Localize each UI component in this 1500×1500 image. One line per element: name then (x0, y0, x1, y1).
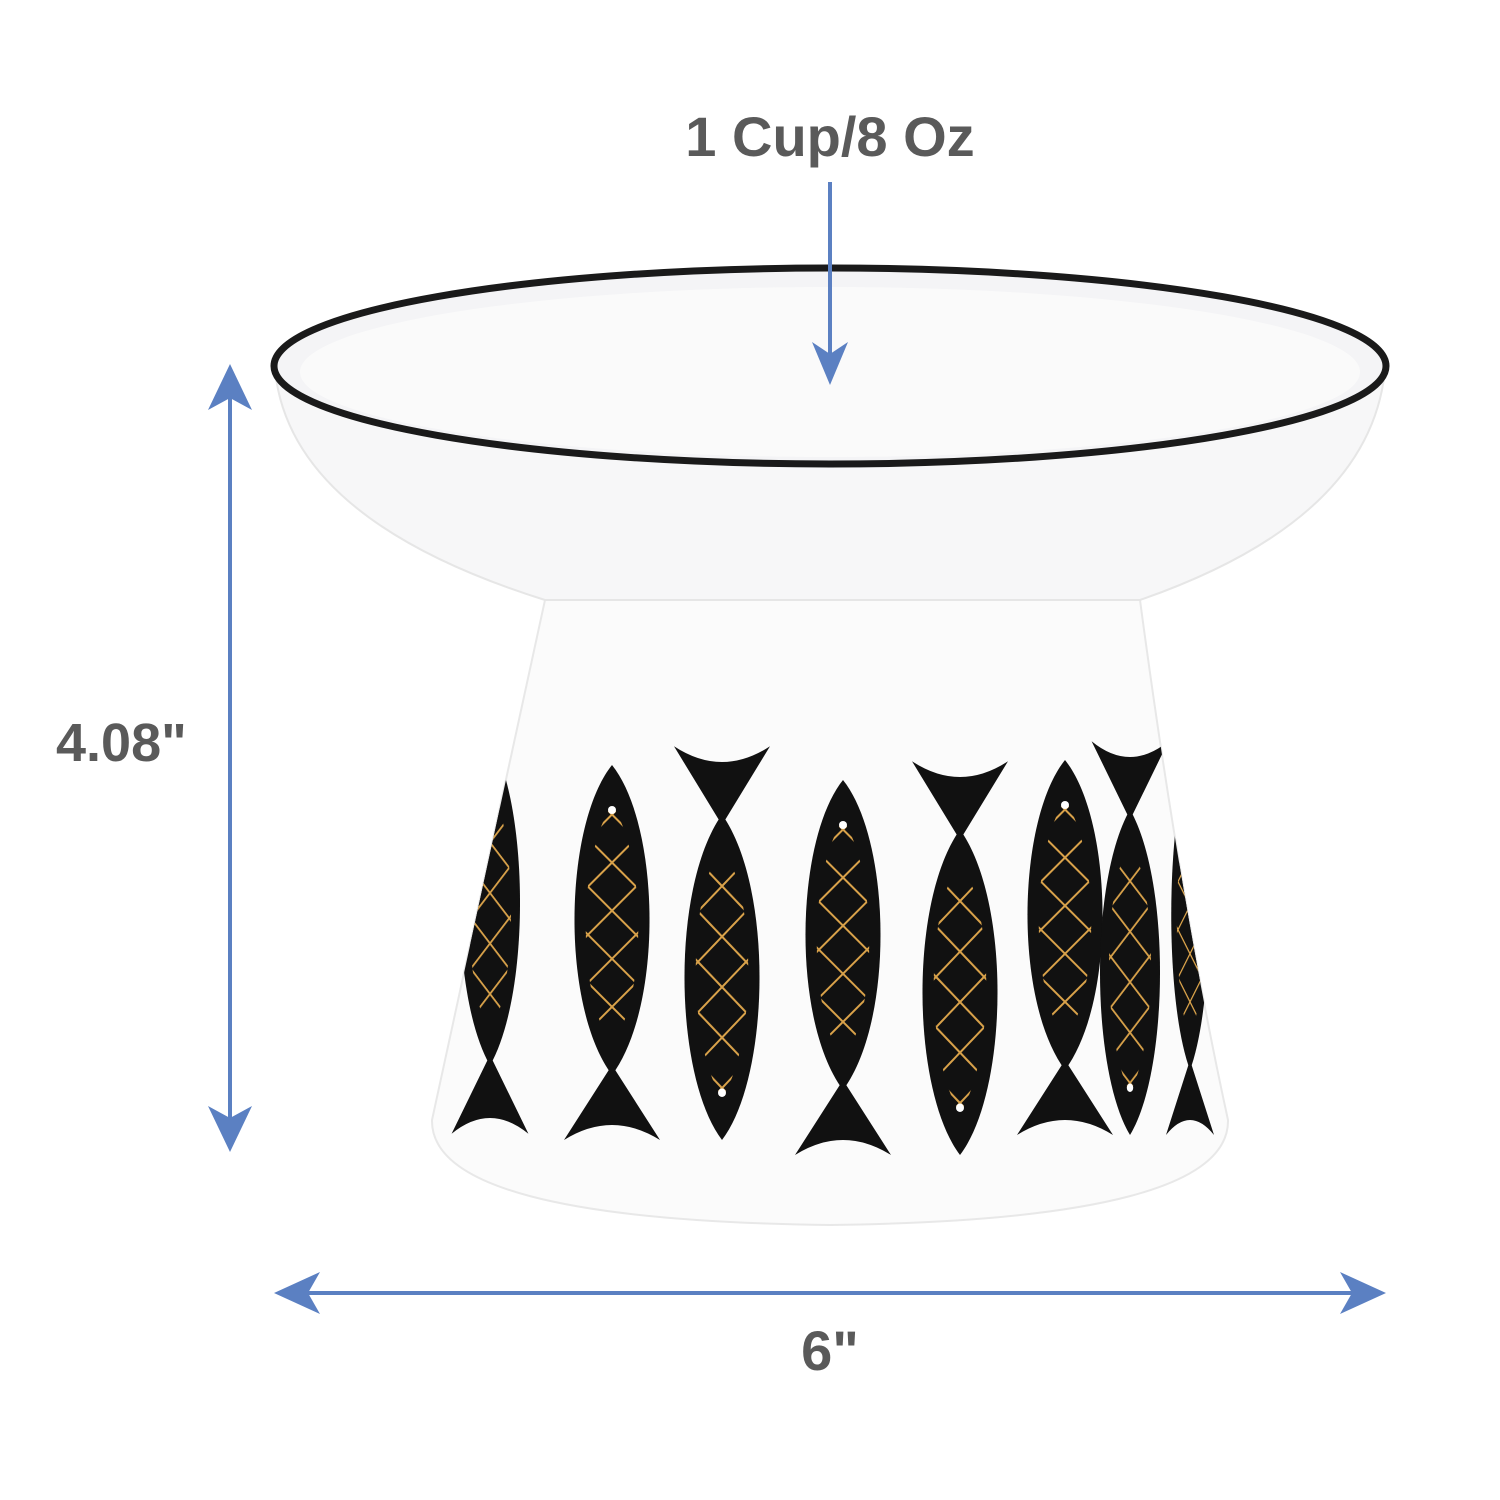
height-label: 4.08" (56, 713, 187, 773)
height-arrow-icon (208, 364, 252, 1152)
width-arrow-icon (274, 1272, 1386, 1314)
width-label: 6" (801, 1319, 859, 1382)
capacity-label: 1 Cup/8 Oz (685, 105, 975, 168)
capacity-arrow-icon (812, 182, 848, 385)
